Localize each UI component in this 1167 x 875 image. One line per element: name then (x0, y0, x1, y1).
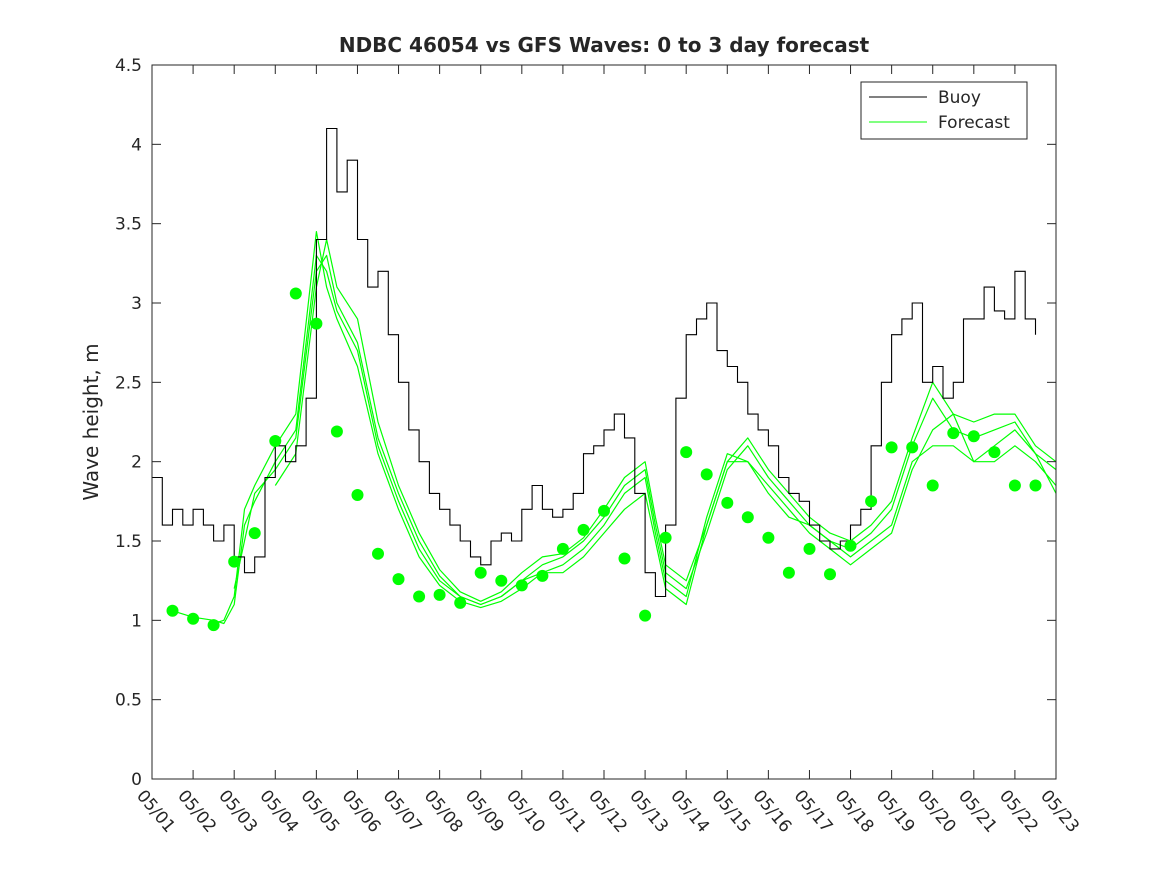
legend-forecast-label: Forecast (938, 113, 1010, 133)
y-tick-label: 3 (131, 294, 142, 314)
y-axis-label: Wave height, m (79, 343, 103, 500)
forecast-marker (741, 511, 754, 524)
forecast-marker (495, 574, 508, 587)
y-tick-label: 4.5 (115, 56, 142, 76)
forecast-marker (926, 479, 939, 492)
forecast-marker (166, 604, 179, 617)
forecast-marker (248, 527, 261, 540)
forecast-marker (618, 552, 631, 565)
forecast-marker (988, 446, 1001, 459)
forecast-marker (1008, 479, 1021, 492)
y-tick-label: 0.5 (115, 691, 142, 711)
forecast-marker (865, 495, 878, 508)
y-tick-label: 3.5 (115, 215, 142, 235)
y-tick-label: 1 (131, 611, 142, 631)
forecast-marker (639, 609, 652, 622)
forecast-marker (228, 555, 241, 568)
y-tick-label: 0 (131, 770, 142, 790)
chart-title: NDBC 46054 vs GFS Waves: 0 to 3 day fore… (339, 33, 870, 57)
forecast-marker (392, 573, 405, 586)
forecast-marker (289, 287, 302, 300)
legend-buoy-label: Buoy (938, 88, 981, 108)
forecast-marker (844, 539, 857, 552)
forecast-marker (803, 542, 816, 555)
y-tick-label: 4 (131, 135, 142, 155)
buoy-line (152, 127, 1037, 598)
forecast-marker (906, 441, 919, 454)
forecast-marker (556, 542, 569, 555)
forecast-marker (515, 579, 528, 592)
forecast-marker (351, 489, 364, 501)
legend: Buoy Forecast (860, 81, 1028, 140)
forecast-marker (330, 425, 343, 438)
forecast-marker (269, 435, 282, 447)
forecast-marker (536, 569, 549, 582)
data-layer (152, 127, 1057, 632)
forecast-marker (680, 446, 693, 459)
forecast-marker (721, 496, 734, 509)
forecast-marker (1029, 479, 1042, 492)
forecast-marker (577, 523, 590, 536)
forecast-marker (762, 531, 775, 544)
forecast-marker (824, 568, 836, 581)
y-tick-label: 2.5 (115, 373, 142, 393)
plot-area (152, 65, 1056, 779)
forecast-marker (433, 588, 446, 601)
forecast-marker (885, 441, 898, 454)
forecast-marker (782, 566, 795, 579)
forecast-line-1 (213, 231, 1057, 625)
forecast-line-3 (274, 238, 1057, 602)
y-tick-label: 2 (131, 453, 142, 473)
forecast-marker (659, 531, 672, 544)
forecast-marker (413, 590, 426, 603)
forecast-marker (310, 317, 323, 330)
forecast-marker (598, 504, 610, 517)
forecast-marker (474, 566, 487, 579)
forecast-marker (947, 427, 960, 440)
forecast-marker (207, 619, 220, 632)
forecast-marker (187, 612, 200, 625)
forecast-marker (967, 430, 980, 443)
forecast-marker (454, 596, 467, 609)
y-tick-label: 1.5 (115, 532, 142, 552)
forecast-marker (372, 547, 384, 560)
legend-box (860, 81, 1028, 140)
forecast-marker (700, 468, 713, 481)
forecast-line-0 (172, 254, 1057, 625)
